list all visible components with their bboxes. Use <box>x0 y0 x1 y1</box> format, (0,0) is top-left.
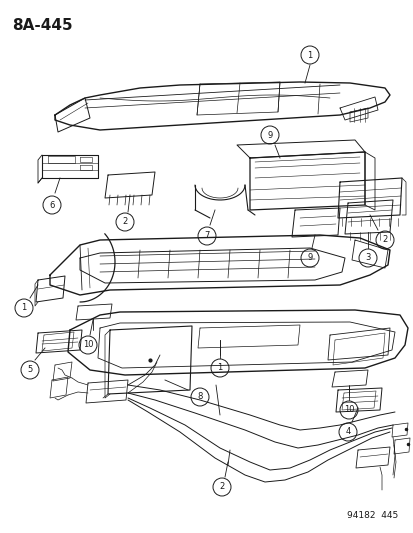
Text: 8A-445: 8A-445 <box>12 18 72 33</box>
Text: 1: 1 <box>217 364 222 373</box>
Text: 4: 4 <box>344 427 350 437</box>
Text: 2: 2 <box>382 236 387 245</box>
Text: 2: 2 <box>219 482 224 491</box>
Text: 7: 7 <box>204 231 209 240</box>
Text: 9: 9 <box>267 131 272 140</box>
Text: 1: 1 <box>21 303 26 312</box>
Text: 10: 10 <box>343 406 354 415</box>
Text: 6: 6 <box>49 200 55 209</box>
Text: 10: 10 <box>83 341 93 350</box>
Text: 9: 9 <box>306 254 312 262</box>
Text: 1: 1 <box>306 51 312 60</box>
Text: 8: 8 <box>197 392 202 401</box>
Text: 94182  445: 94182 445 <box>346 511 397 520</box>
Text: 2: 2 <box>122 217 127 227</box>
Text: 5: 5 <box>27 366 33 375</box>
Text: 3: 3 <box>364 254 370 262</box>
